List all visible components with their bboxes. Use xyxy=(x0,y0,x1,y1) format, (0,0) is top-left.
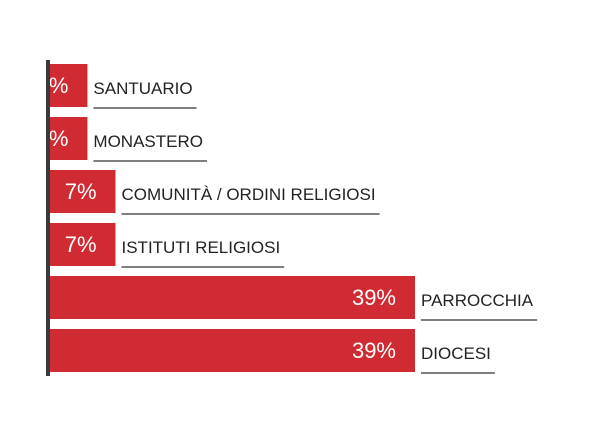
value-label: 4% xyxy=(37,126,69,151)
bar xyxy=(50,276,415,319)
bar-group: 39% PARROCCHIA xyxy=(50,276,538,321)
bar xyxy=(50,64,88,107)
bar xyxy=(50,117,88,160)
bar-group: 7% COMUNITÀ / ORDINI RELIGIOSI xyxy=(50,170,380,215)
category-label: PARROCCHIA xyxy=(421,291,534,310)
bar-group: 4% MONASTERO xyxy=(37,117,207,162)
bar xyxy=(50,170,116,213)
value-label: 4% xyxy=(37,73,69,98)
value-label: 39% xyxy=(352,285,396,310)
category-label: ISTITUTI RELIGIOSI xyxy=(122,238,281,257)
value-label: 7% xyxy=(65,179,97,204)
category-label: MONASTERO xyxy=(93,132,203,151)
value-label: 7% xyxy=(65,232,97,257)
bar-group: 4% SANTUARIO xyxy=(37,64,197,109)
bar xyxy=(50,223,116,266)
category-label: COMUNITÀ / ORDINI RELIGIOSI xyxy=(122,185,376,204)
bar xyxy=(50,329,415,372)
bars-layer: 4% SANTUARIO 4% MONASTERO 7% COMUNITÀ / ORDIN… xyxy=(37,64,538,374)
value-label: 39% xyxy=(352,338,396,363)
bar-group: 39% DIOCESI xyxy=(50,329,495,374)
bar-group: 7% ISTITUTI RELIGIOSI xyxy=(50,223,285,268)
category-label: DIOCESI xyxy=(421,344,491,363)
category-label: SANTUARIO xyxy=(93,79,192,98)
